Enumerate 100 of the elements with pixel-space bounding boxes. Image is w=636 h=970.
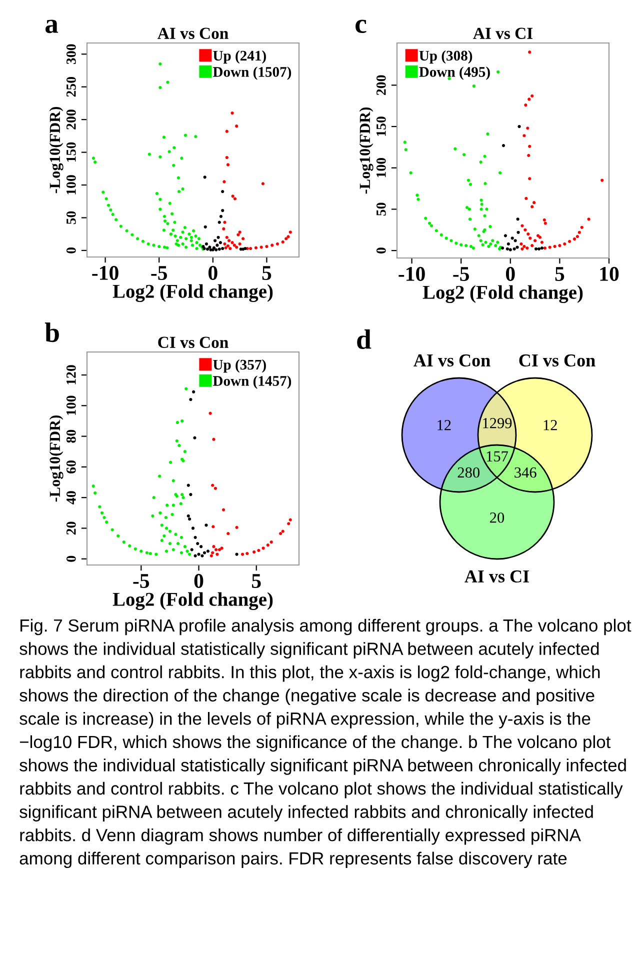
point	[230, 241, 234, 244]
point	[281, 530, 284, 533]
y-tick-label: 50	[376, 202, 386, 216]
legend-label: Up (241)	[213, 50, 266, 64]
point	[222, 227, 226, 230]
text: 157	[486, 451, 508, 462]
point	[202, 551, 206, 554]
point	[287, 522, 290, 526]
point	[469, 244, 473, 248]
point	[496, 70, 500, 74]
text: d	[357, 329, 372, 349]
y-tick-label: 150	[376, 116, 386, 136]
point	[183, 450, 186, 454]
point	[530, 205, 534, 208]
point	[520, 247, 524, 250]
point	[506, 242, 510, 246]
y-axis-title: -Log10(FDR)	[359, 107, 374, 194]
point	[468, 182, 472, 186]
point	[516, 230, 520, 234]
y-axis-title: -Log10(FDR)	[49, 415, 64, 502]
point	[524, 228, 527, 232]
point	[100, 511, 104, 514]
legend-label: Up (357)	[213, 359, 266, 373]
point	[223, 220, 226, 224]
point	[465, 206, 469, 210]
point	[164, 526, 168, 530]
point	[526, 126, 530, 130]
point	[504, 234, 508, 238]
point	[231, 194, 234, 198]
point	[532, 201, 536, 204]
legend-label: Up (308)	[419, 50, 472, 64]
point	[224, 246, 228, 250]
point	[520, 224, 524, 228]
text: b	[44, 322, 59, 342]
point	[502, 144, 506, 148]
x-axis-title: Log2 (Fold change)	[112, 284, 273, 302]
chart-title: CI vs Con	[158, 336, 228, 348]
point	[102, 516, 106, 520]
point	[186, 550, 189, 553]
point	[204, 242, 208, 246]
text: 346	[514, 467, 536, 478]
point	[514, 239, 517, 242]
x-tick-label: -10	[92, 266, 118, 280]
point	[182, 496, 185, 500]
point	[221, 246, 224, 250]
point	[572, 237, 576, 241]
point	[148, 552, 152, 556]
point	[197, 552, 200, 556]
point	[404, 148, 408, 152]
point	[279, 532, 282, 536]
point	[180, 536, 184, 539]
point	[479, 239, 482, 242]
point	[524, 196, 528, 200]
point	[212, 438, 216, 441]
point	[219, 214, 223, 218]
point	[168, 460, 172, 464]
category-label: AI vs CI	[464, 570, 529, 583]
point	[233, 197, 237, 200]
point	[164, 516, 168, 520]
point	[218, 548, 222, 552]
point	[225, 130, 228, 133]
point	[403, 140, 406, 144]
point	[553, 244, 556, 248]
point	[498, 171, 502, 174]
point	[270, 244, 274, 247]
point	[576, 234, 579, 238]
y-tick-label: 20	[66, 522, 76, 535]
point	[200, 554, 204, 558]
point	[188, 552, 192, 556]
y-tick-label: 0	[66, 556, 76, 562]
point	[235, 124, 238, 128]
point	[232, 244, 236, 247]
point	[240, 552, 244, 556]
point	[563, 242, 566, 246]
point	[526, 246, 529, 250]
point	[116, 534, 120, 538]
point	[454, 147, 457, 150]
legend-label: Down (1507)	[212, 66, 292, 80]
point	[558, 244, 562, 248]
point	[512, 247, 516, 250]
point	[542, 218, 546, 222]
point	[252, 550, 256, 554]
point	[533, 239, 537, 242]
point	[193, 436, 196, 440]
text: a	[45, 20, 58, 34]
y-tick-label: 200	[66, 110, 76, 130]
y-tick-label: 150	[66, 142, 76, 162]
y-tick-label: 100	[376, 158, 386, 178]
point	[168, 542, 172, 546]
point	[196, 542, 200, 546]
point	[226, 532, 230, 536]
point	[416, 198, 420, 201]
x-tick-label: 0	[194, 574, 204, 588]
point	[98, 505, 102, 508]
x-tick-label: 5	[262, 266, 272, 280]
point	[600, 178, 604, 182]
point	[183, 545, 186, 548]
point	[170, 512, 174, 516]
point	[530, 244, 534, 248]
point	[208, 246, 212, 249]
